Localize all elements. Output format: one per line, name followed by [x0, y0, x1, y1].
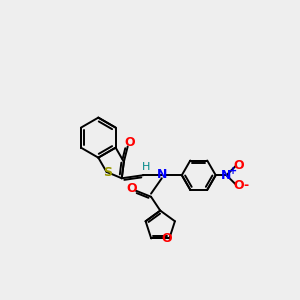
Text: N: N: [157, 168, 167, 181]
Text: +: +: [229, 166, 237, 176]
Text: O: O: [233, 159, 244, 172]
Text: O: O: [127, 182, 137, 195]
Text: O: O: [162, 232, 172, 245]
Text: S: S: [103, 166, 112, 179]
Text: O: O: [233, 179, 244, 192]
Text: -: -: [243, 179, 248, 192]
Text: N: N: [221, 169, 232, 182]
Text: O: O: [125, 136, 135, 149]
Text: H: H: [141, 162, 150, 172]
